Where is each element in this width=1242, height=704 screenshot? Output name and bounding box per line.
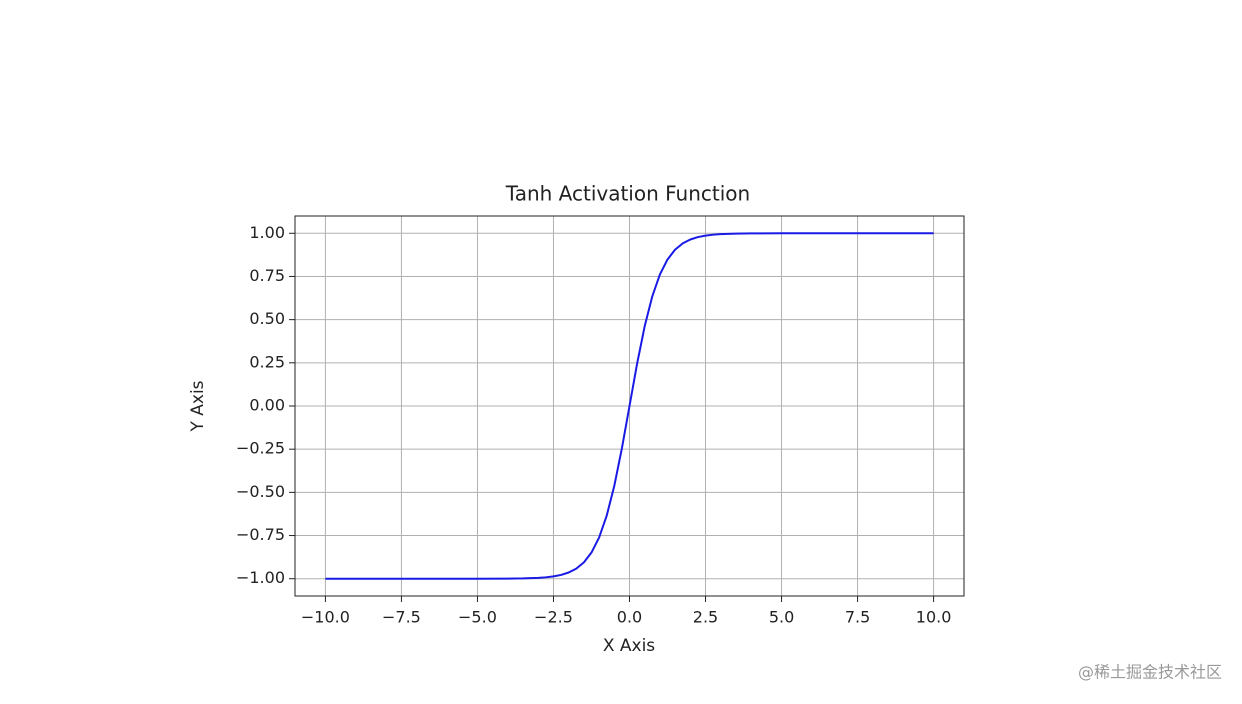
y-tick-label: 1.00: [249, 223, 285, 242]
y-axis-label: Y Axis: [188, 380, 208, 432]
watermark: @稀土掘金技术社区: [1078, 663, 1222, 682]
y-tick-label: 0.25: [249, 352, 285, 371]
y-tick-label: −0.50: [236, 482, 285, 501]
x-tick-label: −5.0: [458, 608, 497, 627]
x-tick-label: −10.0: [301, 608, 350, 627]
y-tick-label: −0.25: [236, 439, 285, 458]
x-tick-label: 10.0: [916, 608, 952, 627]
y-tick-label: 0.00: [249, 396, 285, 415]
chart-title: Tanh Activation Function: [505, 182, 750, 206]
y-tick-label: 0.75: [249, 266, 285, 285]
chart: Tanh Activation Function X Axis Y Axis @…: [0, 0, 1242, 704]
x-tick-label: −2.5: [534, 608, 573, 627]
x-tick-label: −7.5: [382, 608, 421, 627]
x-tick-label: 5.0: [769, 608, 794, 627]
x-axis-label: X Axis: [603, 636, 655, 656]
x-tick-label: 2.5: [693, 608, 718, 627]
y-tick-label: 0.50: [249, 309, 285, 328]
y-tick-label: −0.75: [236, 525, 285, 544]
x-tick-label: 0.0: [617, 608, 642, 627]
x-tick-label: 7.5: [845, 608, 870, 627]
y-tick-label: −1.00: [236, 568, 285, 587]
